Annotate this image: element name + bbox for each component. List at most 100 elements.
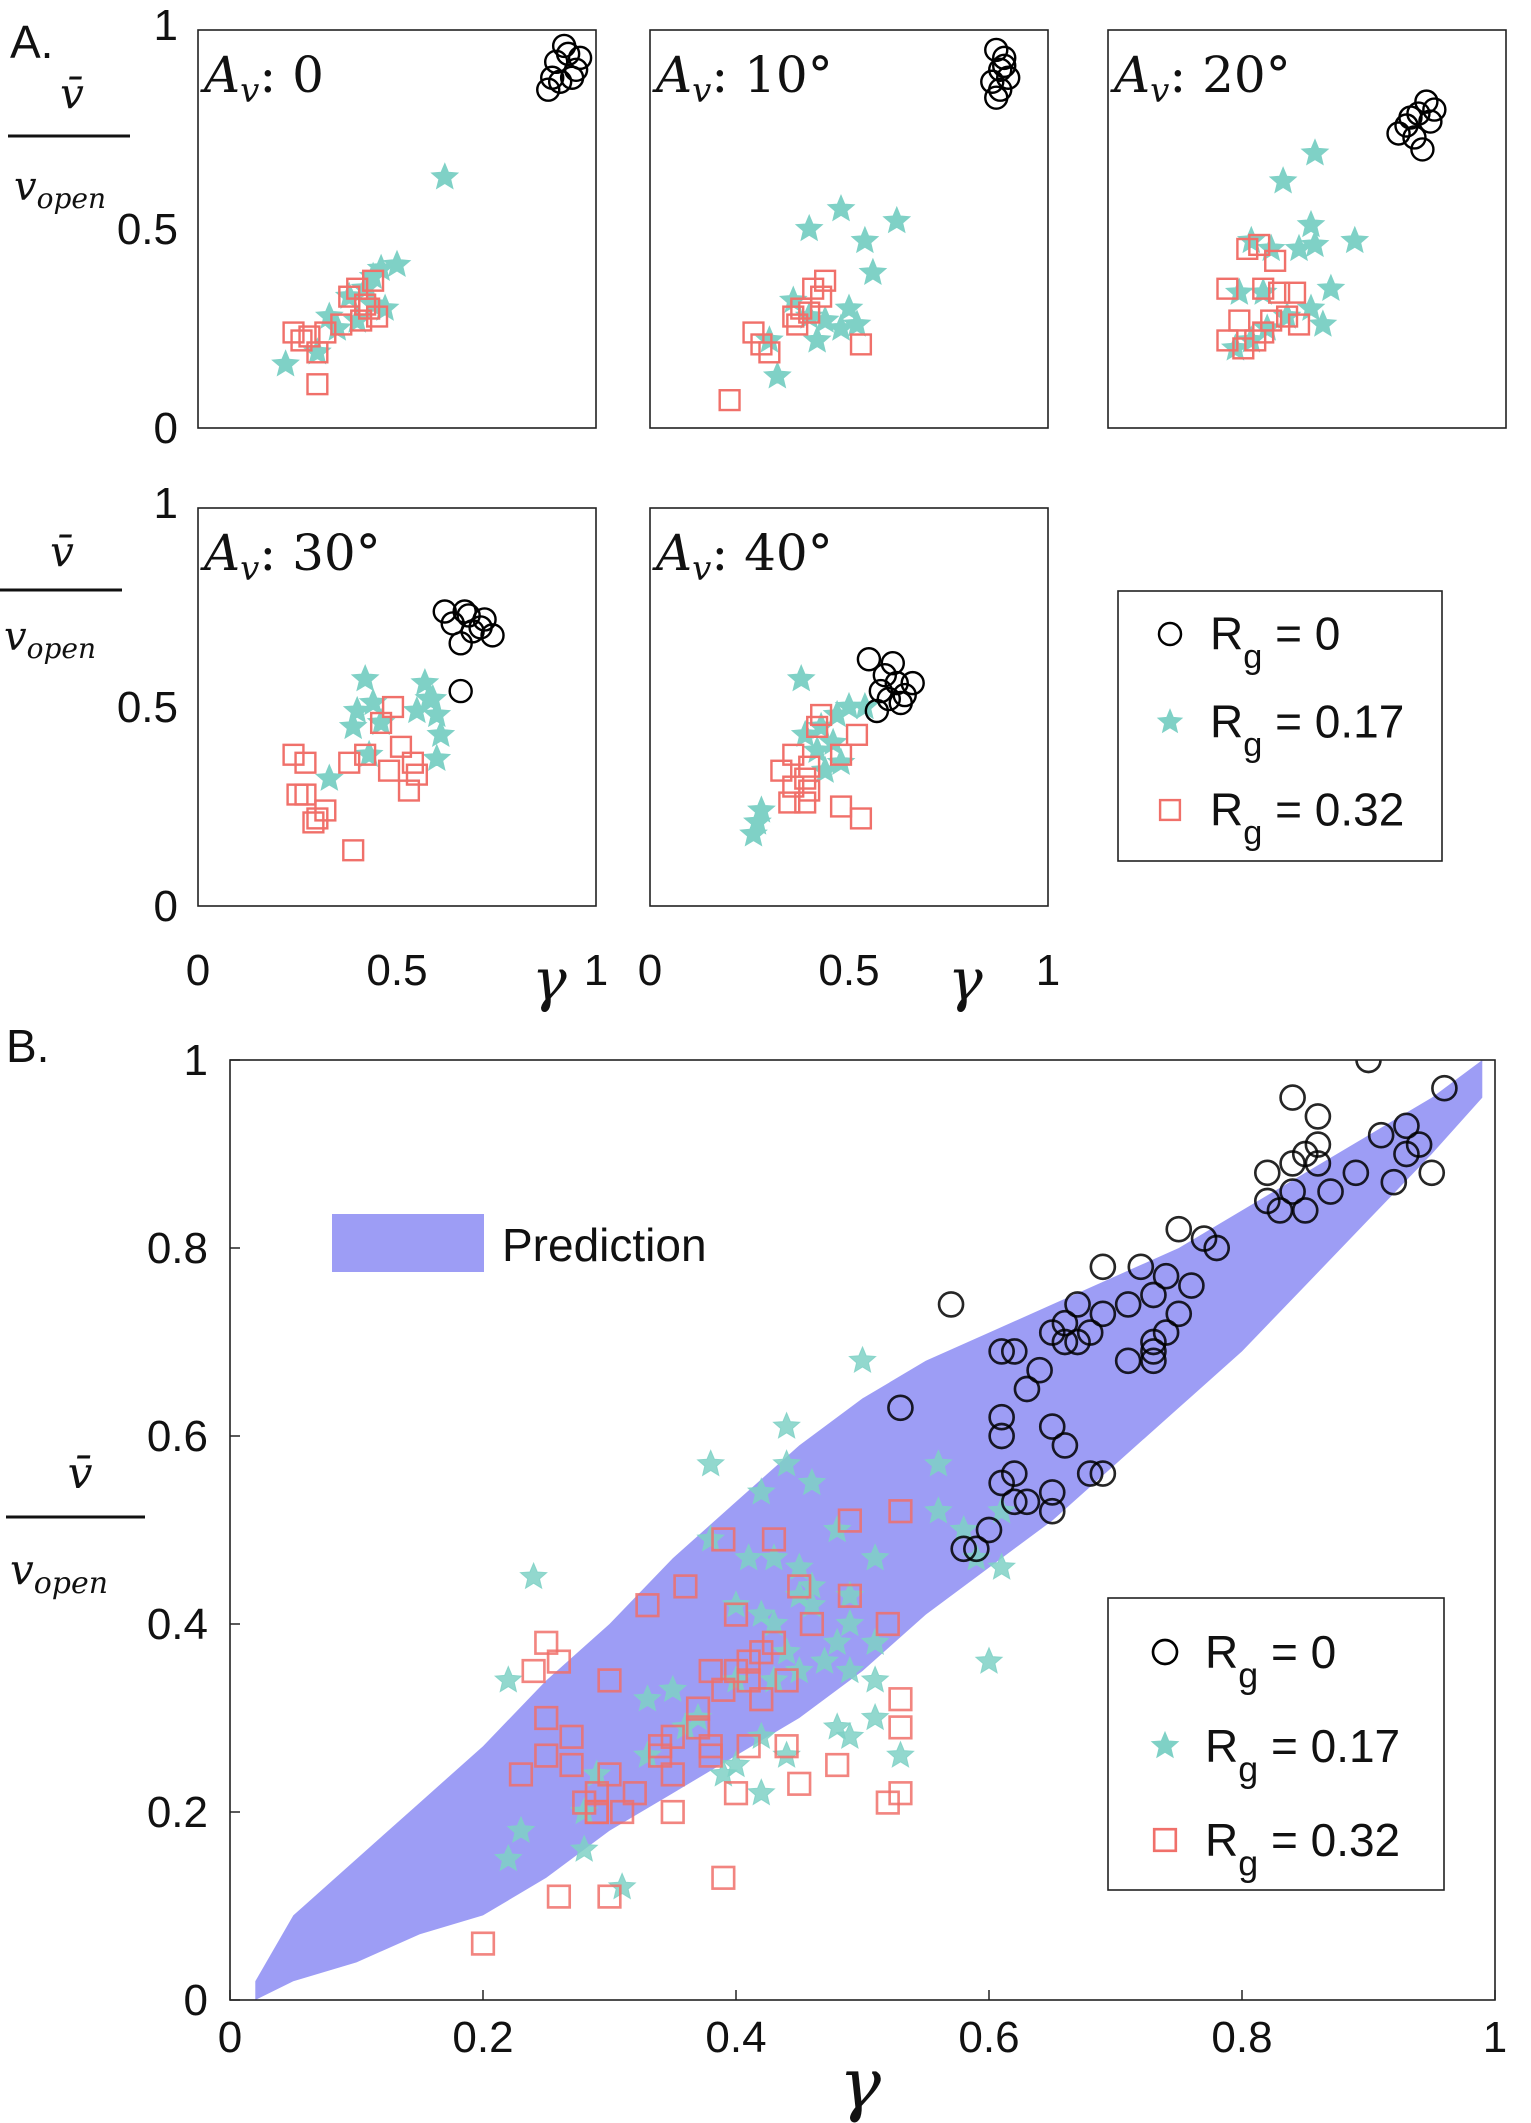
point-rg032	[782, 305, 805, 328]
point-rg017	[746, 1477, 776, 1505]
point-rg032	[610, 1799, 635, 1825]
point-rg032	[798, 779, 821, 802]
point-rg017	[810, 1646, 839, 1674]
panel-b-ylabel: v̄ vopen	[6, 1448, 145, 1601]
point-rg0	[1000, 1488, 1028, 1516]
point-rg0	[1398, 105, 1423, 130]
panel-a-ylabel-row1: v̄ vopen	[8, 69, 130, 215]
point-rg032	[338, 751, 361, 774]
point-rg032	[622, 1781, 647, 1806]
point-rg032	[774, 1668, 799, 1693]
point-rg0	[892, 682, 917, 708]
point-rg0	[567, 45, 593, 71]
point-rg032	[736, 1668, 761, 1693]
point-rg032	[770, 759, 793, 782]
point-rg017	[1300, 138, 1330, 166]
point-rg017	[886, 1740, 915, 1768]
point-rg032	[799, 1611, 825, 1637]
point-rg017	[802, 325, 832, 353]
point-rg032	[673, 1574, 698, 1599]
point-rg032	[338, 285, 361, 308]
point-rg017	[493, 1665, 523, 1693]
point-rg032	[282, 743, 305, 766]
panel-b-points	[470, 1060, 1458, 1956]
subplot-frame	[649, 507, 1049, 907]
x-tick-label: 0	[186, 946, 210, 995]
point-rg017	[338, 711, 368, 740]
point-rg032	[849, 807, 873, 830]
point-rg032	[749, 1687, 774, 1712]
point-rg032	[584, 1799, 609, 1825]
point-rg0	[1152, 1262, 1180, 1290]
point-rg032	[330, 313, 353, 336]
point-rg0	[950, 1535, 978, 1563]
point-rg032	[294, 751, 317, 774]
point-rg0	[1355, 1060, 1382, 1074]
point-rg032	[698, 1658, 723, 1684]
point-rg017	[826, 193, 856, 222]
point-rg032	[635, 1593, 660, 1618]
point-rg017	[860, 1665, 890, 1693]
point-rg032	[711, 1677, 736, 1702]
point-rg032	[718, 389, 741, 412]
point-rg032	[1268, 281, 1291, 304]
point-rg032	[389, 735, 413, 758]
point-rg032	[798, 301, 821, 324]
point-rg0	[1140, 1328, 1167, 1356]
panel-a-x-ticks: 0 0.5 1 0 0.5 1	[186, 946, 1060, 995]
subplot-title: Av: 10°	[652, 46, 833, 111]
point-rg0	[984, 37, 1009, 63]
point-rg0	[975, 1516, 1003, 1544]
point-rg032	[810, 703, 833, 727]
point-rg017	[633, 1740, 662, 1768]
point-rg032	[749, 1640, 774, 1665]
point-rg0	[992, 45, 1017, 71]
point-rg032	[534, 1705, 559, 1731]
point-rg032	[369, 711, 393, 735]
point-rg032	[346, 277, 369, 300]
ylabel-numerator: v̄	[68, 1448, 93, 1499]
point-rg0	[988, 57, 1013, 83]
point-rg0	[1051, 1432, 1079, 1459]
point-rg032	[845, 723, 869, 746]
point-rg0	[856, 647, 882, 672]
panel-a-xlabel-2: γ	[948, 946, 983, 1014]
point-rg032	[698, 1734, 723, 1759]
point-rg032	[875, 1790, 900, 1815]
y-tick-label: 1	[154, 1, 178, 50]
point-rg0	[988, 1338, 1015, 1365]
point-rg017	[822, 1514, 852, 1543]
point-rg017	[842, 309, 872, 337]
point-rg032	[837, 1583, 862, 1608]
point-rg017	[426, 719, 456, 748]
point-rg0	[1089, 1460, 1117, 1487]
point-rg032	[401, 751, 425, 774]
point-rg032	[1244, 329, 1267, 352]
point-rg0	[1038, 1497, 1066, 1525]
subplot-frame	[1107, 29, 1507, 429]
point-rg017	[835, 1655, 865, 1684]
legend-label: Rg = 0.32	[1210, 783, 1404, 851]
point-rg017	[860, 1627, 890, 1656]
point-rg0	[1431, 1074, 1458, 1102]
point-rg0	[1165, 1300, 1193, 1328]
point-rg032	[810, 285, 833, 308]
point-rg0	[1114, 1291, 1142, 1318]
point-rg032	[306, 807, 329, 830]
point-rg0	[448, 631, 473, 656]
x-tick-label: 0.8	[1211, 2013, 1272, 2062]
point-rg032	[286, 783, 309, 806]
panel-b-label: B.	[6, 1020, 49, 1072]
legend-label: Rg = 0.32	[1205, 1814, 1400, 1883]
subplot-4: Av: 30° 0 0.5 1	[117, 479, 597, 931]
point-rg017	[342, 695, 372, 724]
point-rg0	[536, 77, 561, 102]
point-rg032	[825, 1752, 850, 1778]
point-rg032	[888, 1781, 913, 1806]
point-rg032	[685, 1696, 711, 1721]
point-rg0	[1178, 1272, 1205, 1299]
point-rg017	[987, 1496, 1017, 1524]
point-rg0	[1418, 1159, 1446, 1187]
point-rg032	[381, 695, 405, 719]
point-rg0	[456, 603, 481, 628]
